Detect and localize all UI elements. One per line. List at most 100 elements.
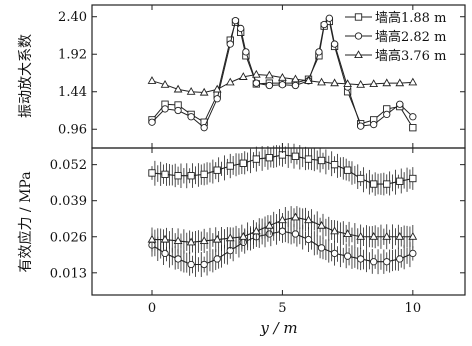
bottom-series-3-point bbox=[238, 232, 248, 240]
top-series-2-point bbox=[200, 124, 208, 132]
bottom-series-1-point bbox=[409, 174, 417, 183]
bottom-series-1-point bbox=[291, 152, 300, 160]
bottom-series-2-point bbox=[317, 244, 326, 252]
top-series-3-point bbox=[356, 79, 366, 88]
top-series-3-point bbox=[186, 87, 196, 95]
top-series-3-point bbox=[395, 78, 405, 87]
bottom-series-3-point bbox=[291, 212, 300, 221]
top-series-3-point bbox=[251, 69, 261, 78]
top-series-1-point bbox=[409, 124, 417, 132]
bottom-series-1-point bbox=[343, 166, 352, 174]
bottom-series-1-point bbox=[265, 154, 274, 162]
bottom-series-3-point bbox=[330, 226, 339, 235]
bottom-series-3-point bbox=[369, 232, 379, 240]
top-series-3-point bbox=[238, 72, 248, 80]
bottom-series-2-point bbox=[370, 258, 378, 266]
top-series-2-point bbox=[265, 81, 274, 90]
top-series-2-point bbox=[291, 81, 300, 90]
bottom-series-3-point bbox=[173, 236, 183, 244]
top-series-2-point bbox=[409, 113, 417, 121]
top-ylabel: 振动放大系数 bbox=[18, 34, 34, 118]
bottom-series-3-point bbox=[304, 215, 313, 224]
bottom-ytick-label: 0.039 bbox=[50, 194, 87, 209]
top-series-2-point bbox=[357, 122, 365, 130]
bottom-series-1 bbox=[148, 143, 417, 196]
bottom-ylabel: 有效应力 / MPa bbox=[17, 171, 34, 272]
bottom-series-3-point bbox=[147, 234, 157, 243]
bottom-series-2-point bbox=[278, 227, 287, 235]
bottom-series-2-point bbox=[200, 260, 208, 269]
bottom-xlabel: y / m bbox=[259, 319, 297, 337]
bottom-series-2-point bbox=[357, 255, 365, 263]
top-series-3-point bbox=[212, 84, 222, 93]
top-panel-marks bbox=[147, 14, 418, 132]
top-series-3-point bbox=[173, 84, 183, 93]
top-series-3-point bbox=[304, 76, 313, 84]
bottom-series-1-point bbox=[252, 155, 260, 163]
bottom-series-3-point bbox=[199, 236, 209, 244]
bottom-ytick-label: 0.026 bbox=[50, 230, 87, 245]
bottom-series-3-point bbox=[212, 234, 222, 243]
bottom-series-1-point bbox=[370, 180, 378, 188]
bottom-panel-frame bbox=[91, 147, 466, 296]
bottom-series-1-point bbox=[330, 160, 339, 169]
legend-label-3: 墙高3.76 m bbox=[375, 48, 446, 64]
top-series-3-point bbox=[147, 76, 157, 84]
top-series-3-point bbox=[199, 87, 209, 96]
xtick-label: 5 bbox=[278, 301, 286, 316]
xtick-label: 0 bbox=[148, 301, 156, 316]
bottom-series-1-point bbox=[239, 159, 247, 167]
bottom-series-2-point bbox=[330, 249, 339, 258]
top-series-3-point bbox=[225, 77, 235, 86]
legend-marker-3 bbox=[354, 50, 363, 59]
bottom-series-2-point bbox=[304, 235, 313, 244]
top-series-3-point bbox=[369, 79, 379, 87]
top-series-3-point bbox=[343, 79, 352, 87]
legend: 墙高1.88 m 墙高2.82 m 墙高3.76 m bbox=[345, 10, 446, 64]
top-series-2-point bbox=[148, 118, 156, 126]
bottom-series-1-point bbox=[187, 172, 195, 180]
top-series-3-point bbox=[382, 78, 392, 87]
bottom-series-2-point bbox=[161, 249, 169, 258]
bottom-series-1-point bbox=[161, 170, 169, 178]
bottom-series-3-point bbox=[343, 229, 352, 238]
top-series-2-point bbox=[325, 14, 334, 22]
bottom-series-1-point bbox=[396, 177, 404, 185]
top-ytick-label: 0.96 bbox=[58, 123, 87, 138]
top-series-3-point bbox=[160, 79, 170, 88]
bottom-series-2-point bbox=[383, 258, 391, 266]
legend-marker-1 bbox=[354, 13, 363, 21]
bottom-ytick-label: 0.052 bbox=[50, 158, 87, 173]
top-ytick-label: 1.92 bbox=[58, 48, 87, 63]
top-series-2-point bbox=[370, 120, 378, 129]
bottom-series-1-point bbox=[357, 174, 365, 183]
bottom-series-3-point bbox=[251, 226, 261, 235]
bottom-series-3-point bbox=[278, 215, 287, 224]
top-series-2-point bbox=[226, 40, 234, 48]
top-series-2-point bbox=[213, 95, 221, 103]
bottom-series-1-point bbox=[148, 169, 156, 177]
top-series-3-point bbox=[278, 72, 287, 81]
bottom-series-3-point bbox=[408, 232, 418, 240]
top-series-2 bbox=[148, 14, 417, 132]
top-series-2-point bbox=[320, 20, 328, 29]
bottom-ytick-label: 0.013 bbox=[50, 266, 87, 281]
bottom-series-2-point bbox=[291, 230, 300, 238]
bottom-series-3-point bbox=[395, 232, 405, 240]
bottom-series-3-point bbox=[317, 220, 326, 229]
top-series-3-point bbox=[330, 78, 339, 87]
bottom-series-1-point bbox=[226, 162, 234, 170]
top-series-2-point bbox=[252, 79, 260, 87]
bottom-series-3-point bbox=[160, 234, 170, 243]
bottom-series-1-point bbox=[213, 166, 221, 174]
top-series-2-point bbox=[396, 100, 404, 108]
top-series-2-point bbox=[383, 110, 391, 119]
top-series-2-point bbox=[278, 81, 287, 89]
bottom-series-3 bbox=[147, 206, 418, 254]
top-series-3-point bbox=[265, 70, 274, 79]
bottom-series-3-point bbox=[265, 220, 274, 229]
bottom-series-2-point bbox=[409, 249, 417, 258]
legend-marker-2 bbox=[354, 32, 363, 40]
bottom-series-2-point bbox=[396, 255, 404, 263]
